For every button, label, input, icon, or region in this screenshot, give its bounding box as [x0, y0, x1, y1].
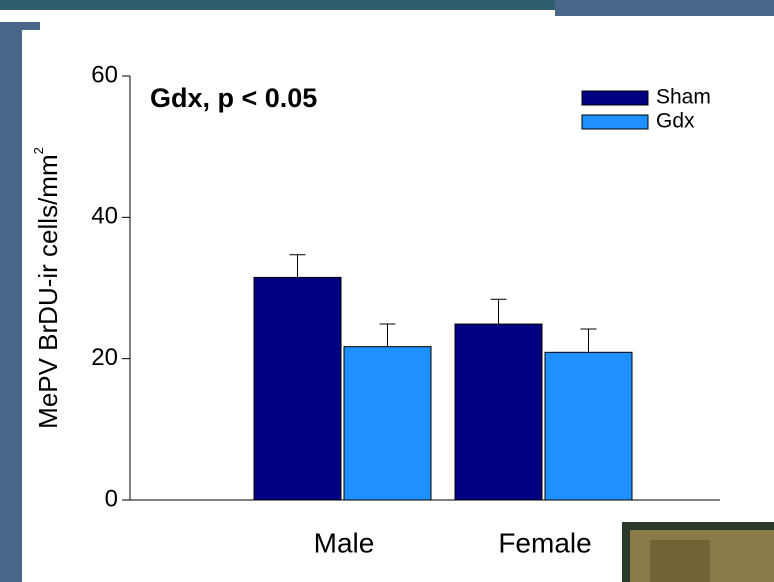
- photo-thumbnail: [622, 522, 774, 582]
- error-bar: [379, 323, 396, 347]
- y-tick-label: 40: [91, 203, 118, 230]
- x-tick-label: Male: [314, 527, 375, 558]
- error-bar: [580, 328, 597, 353]
- y-axis-label-superscript: 2: [31, 147, 46, 154]
- bar: [343, 346, 432, 501]
- error-bar: [490, 298, 507, 325]
- legend-label: Sham: [656, 86, 711, 109]
- x-tick-label: Female: [498, 527, 591, 558]
- y-tick-label: 20: [91, 344, 118, 371]
- left-frame: [0, 28, 22, 582]
- y-axis-label: MePV BrDU-ir cells/mm2: [31, 147, 62, 429]
- legend-swatch: [581, 90, 649, 106]
- left-frame-top: [0, 22, 40, 30]
- error-bar: [289, 254, 306, 278]
- y-axis-label-text: MePV BrDU-ir cells/mm: [33, 154, 63, 428]
- y-tick-label: 60: [91, 61, 118, 88]
- top-right-frame: [555, 0, 774, 16]
- bar: [544, 351, 633, 501]
- legend-label: Gdx: [656, 110, 695, 133]
- legend-swatch: [581, 114, 649, 130]
- bar: [253, 276, 342, 501]
- top-frame: [0, 0, 560, 10]
- annotation: Gdx, p < 0.05: [150, 83, 317, 113]
- bar: [454, 323, 543, 501]
- y-tick-label: 0: [105, 485, 118, 512]
- photo-detail: [650, 540, 710, 582]
